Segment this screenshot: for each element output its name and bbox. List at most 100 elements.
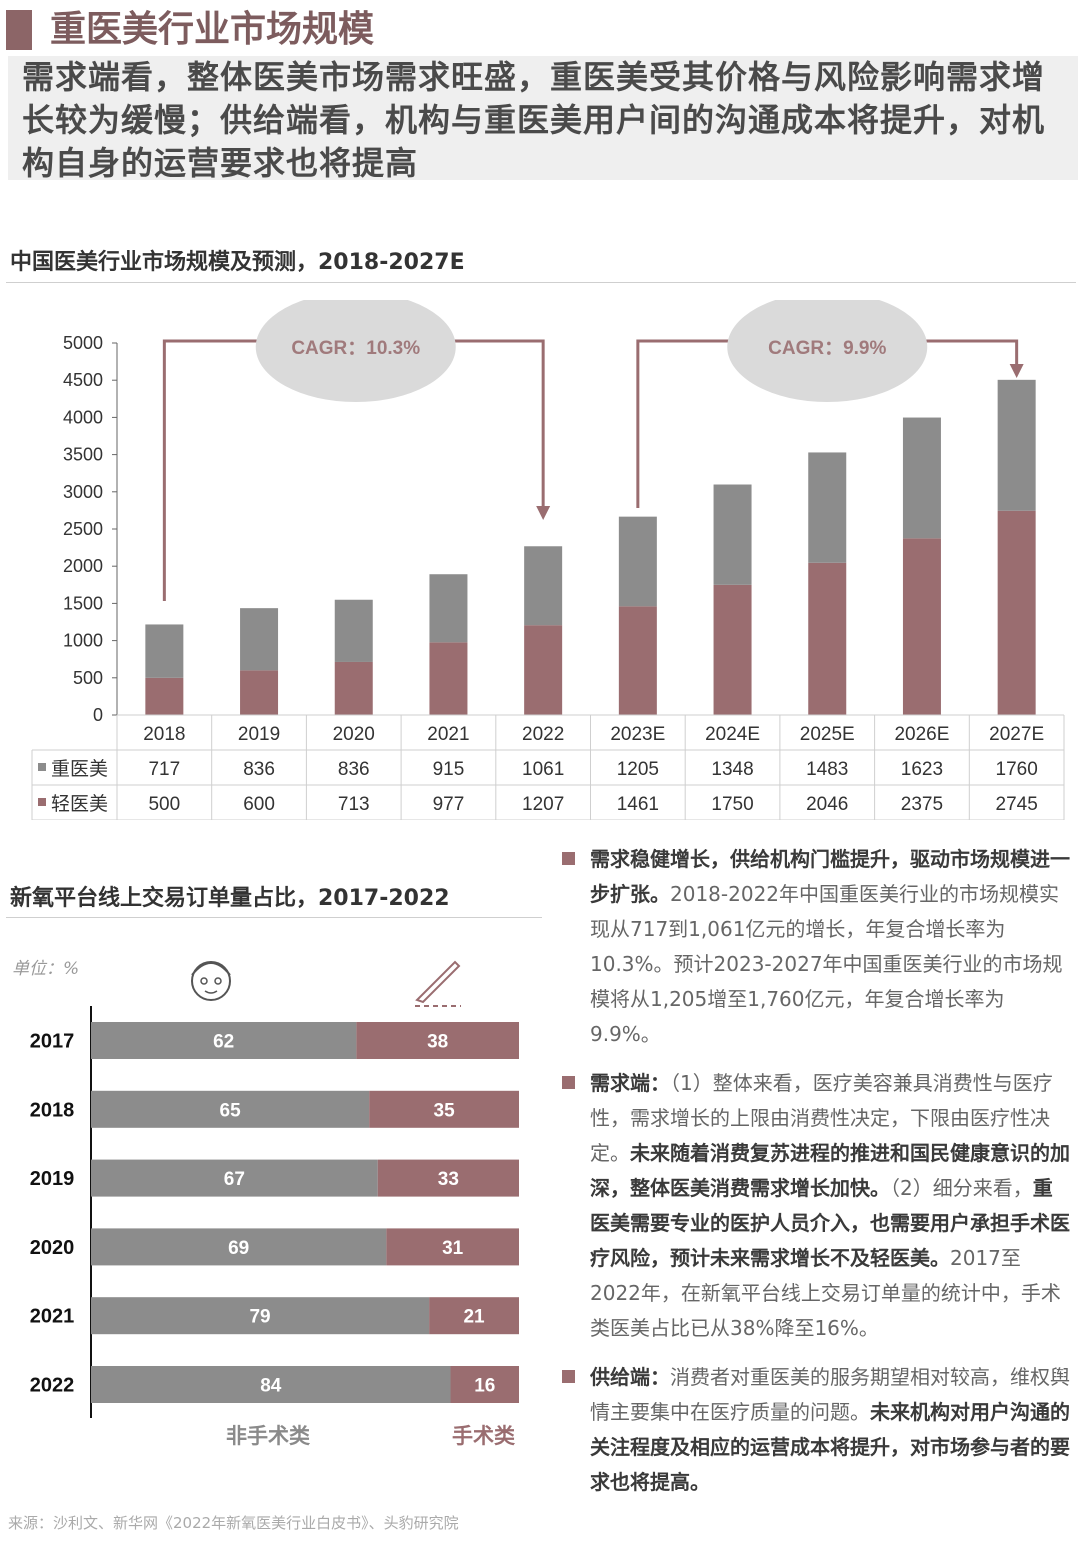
bullet-text: 消费者对重医美的服务期望相对较高，维权舆情主要集中在医疗质量的问题。 (590, 1365, 1070, 1424)
legend-swatch (38, 763, 46, 771)
bullet-text: （2）细分来看， (890, 1176, 1033, 1200)
bullet-emphasis: 重医美需要专业的医护人员介入，也需要用户承担手术医疗风险，预计未来需求增长不及轻… (590, 1176, 1070, 1270)
table-cell: 713 (338, 794, 370, 815)
bar-value-label: 35 (434, 1100, 456, 1121)
table-cell: 717 (148, 759, 180, 780)
bar-surgical (369, 1090, 519, 1128)
bar-heavy (997, 379, 1036, 511)
bar-light (808, 562, 847, 715)
bar-light (997, 510, 1036, 715)
table-cell: 1461 (617, 794, 659, 815)
bullet-emphasis: 未来随着消费复苏进程的推进和国民健康意识的加深，整体医美消费需求增长加快。 (590, 1141, 1070, 1200)
category-label: 2019 (30, 1168, 75, 1190)
order-share-chart: 2017 62 38 2018 65 35 2019 67 33 2020 69 31 2021 79 21… (30, 960, 519, 1418)
category-label: 2021 (30, 1306, 75, 1328)
bullet-emphasis: 未来机构对用户沟通的关注程度及相应的运营成本将提升，对市场参与者的要求也将提高。 (590, 1400, 1070, 1494)
bullet-market-growth: 需求稳健增长，供给机构门槛提升，驱动市场规模进一步扩张。2018-2022年中国… (560, 842, 1070, 1052)
x-tick-label: 2024E (705, 724, 760, 745)
bar-light (429, 642, 468, 715)
bar-light (524, 625, 563, 715)
x-tick-label: 2026E (894, 724, 949, 745)
table-cell: 836 (338, 759, 370, 780)
bar-value-label: 62 (213, 1032, 234, 1053)
bullet-square-icon (562, 852, 575, 865)
bullet-text: 2018-2022年中国重医美行业的市场规模实现从717到1,061亿元的增长，… (590, 882, 1063, 1046)
x-tick-label: 2022 (522, 724, 564, 745)
legend-non-surgical: 非手术类 (226, 1424, 310, 1448)
bar-heavy (429, 574, 468, 643)
page-title: 重医美行业市场规模 (50, 9, 375, 50)
bar-non-surgical (91, 1228, 387, 1266)
bar-light (902, 538, 941, 715)
x-tick-label: 2020 (333, 724, 375, 745)
x-tick-label: 2027E (989, 724, 1044, 745)
table-cell: 915 (433, 759, 465, 780)
table-cell: 1205 (617, 759, 659, 780)
legend-swatch (38, 798, 46, 806)
chart-title: 中国医美行业市场规模及预测，2018-2027E (10, 250, 465, 275)
title-accent-bar (6, 10, 32, 50)
bar-non-surgical (91, 1022, 357, 1059)
category-label: 2017 (30, 1031, 75, 1053)
cagr-ellipse (255, 300, 456, 402)
table-row-label: 轻医美 (51, 793, 108, 815)
table-cell: 1483 (806, 759, 848, 780)
bullet-text: 2017至2022年，在新氧平台线上交易订单量的统计中，手术类医美占比已从38%… (590, 1246, 1061, 1340)
table-cell: 1061 (522, 759, 564, 780)
table-cell: 1348 (711, 759, 753, 780)
y-tick-label: 3500 (63, 445, 103, 465)
unit-label: 单位：% (12, 959, 80, 979)
x-tick-label: 2021 (427, 724, 469, 745)
bar-value-label: 69 (228, 1238, 249, 1259)
y-tick-label: 4000 (63, 407, 103, 427)
bar-non-surgical (91, 1297, 430, 1335)
table-cell: 2046 (806, 794, 848, 815)
x-tick-label: 2019 (238, 724, 280, 745)
bar-value-label: 65 (220, 1100, 242, 1121)
bar-light (145, 677, 184, 715)
bullet-square-icon (562, 1076, 575, 1089)
y-tick-label: 4500 (63, 370, 103, 390)
table-cell: 836 (243, 759, 275, 780)
bullet-demand: 需求端：（1）整体来看，医疗美容兼具消费性与医疗性，需求增长的上限由消费性决定，… (560, 1066, 1070, 1346)
bar-heavy (713, 484, 752, 585)
bar-light (334, 661, 373, 715)
bar-light (618, 606, 657, 715)
legend-surgical: 手术类 (452, 1424, 515, 1448)
bar-value-label: 21 (463, 1307, 485, 1328)
x-tick-label: 2025E (800, 724, 855, 745)
market-size-chart: 0 500 1000 1500 2000 2500 3000 3500 4000 4500 5000… (31, 300, 1065, 820)
bar-value-label: 16 (474, 1376, 495, 1397)
bullet-square-icon (562, 1370, 575, 1383)
bar-heavy (808, 452, 847, 563)
y-tick-label: 0 (93, 705, 103, 725)
bar-value-label: 31 (442, 1238, 464, 1259)
table-cell: 977 (433, 794, 465, 815)
y-tick-label: 1500 (63, 593, 103, 613)
bar-value-label: 38 (427, 1032, 448, 1053)
bar-non-surgical (91, 1159, 378, 1197)
chart-title-divider (6, 282, 1076, 283)
bar-light (240, 670, 279, 715)
bar-heavy (902, 417, 941, 539)
table-cell: 1207 (522, 794, 564, 815)
summary-text: 需求端看，整体医美市场需求旺盛，重医美受其价格与风险影响需求增长较为缓慢；供给端… (22, 58, 1046, 182)
x-tick-label: 2023E (610, 724, 665, 745)
chart2-title: 新氧平台线上交易订单量占比，2017-2022 (10, 886, 450, 911)
bullet-supply: 供给端：消费者对重医美的服务期望相对较高，维权舆情主要集中在医疗质量的问题。未来… (560, 1360, 1070, 1500)
table-cell: 1750 (711, 794, 753, 815)
bar-surgical (377, 1159, 519, 1197)
bar-non-surgical (91, 1090, 370, 1128)
scalpel-icon (415, 960, 461, 1007)
category-label: 2022 (30, 1375, 75, 1397)
y-tick-label: 500 (73, 668, 103, 688)
bar-value-label: 33 (438, 1169, 459, 1190)
bar-surgical (356, 1022, 519, 1059)
table-cell: 600 (243, 794, 275, 815)
category-label: 2020 (30, 1237, 75, 1259)
cagr-arrow-head (1009, 364, 1024, 378)
bullet-list: 需求稳健增长，供给机构门槛提升，驱动市场规模进一步扩张。2018-2022年中国… (560, 842, 1070, 1514)
chart2-title-divider (6, 917, 542, 918)
bar-light (713, 584, 752, 715)
y-tick-label: 5000 (63, 333, 103, 353)
